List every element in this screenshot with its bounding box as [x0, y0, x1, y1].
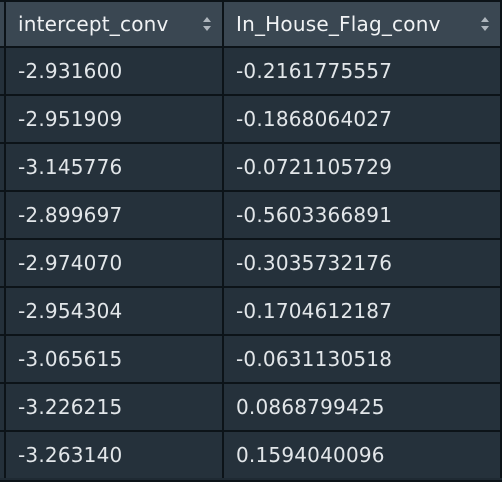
table-cell-in-house-flag-conv[interactable]: -0.0631130518 — [224, 336, 502, 382]
table-cell-intercept-conv[interactable]: -2.951909 — [6, 96, 224, 142]
table-cell-in-house-flag-conv[interactable]: -0.3035732176 — [224, 240, 502, 286]
table-cell-intercept-conv[interactable]: -3.065615 — [6, 336, 224, 382]
table-row: -2.899697 -0.5603366891 — [0, 192, 502, 240]
row-index-cell — [0, 432, 6, 478]
row-index-cell — [0, 48, 6, 94]
row-index-cell — [0, 384, 6, 430]
table-row: -3.065615 -0.0631130518 — [0, 336, 502, 384]
table-cell-in-house-flag-conv[interactable]: -0.1704612187 — [224, 288, 502, 334]
table-cell-intercept-conv[interactable]: -3.263140 — [6, 432, 224, 478]
sort-updown-icon[interactable] — [480, 16, 490, 32]
row-index-cell — [0, 240, 6, 286]
row-index-cell — [0, 336, 6, 382]
column-header-label: In_House_Flag_conv — [236, 12, 441, 36]
table-row: -2.974070 -0.3035732176 — [0, 240, 502, 288]
table-row: -3.145776 -0.0721105729 — [0, 144, 502, 192]
table-cell-in-house-flag-conv[interactable]: -0.2161775557 — [224, 48, 502, 94]
row-index-cell — [0, 288, 6, 334]
table-cell-in-house-flag-conv[interactable]: 0.0868799425 — [224, 384, 502, 430]
table-cell-in-house-flag-conv[interactable]: -0.0721105729 — [224, 144, 502, 190]
table-cell-intercept-conv[interactable]: -2.899697 — [6, 192, 224, 238]
row-index-cell — [0, 96, 6, 142]
column-header-intercept-conv[interactable]: intercept_conv — [6, 2, 224, 46]
column-header-in-house-flag-conv[interactable]: In_House_Flag_conv — [224, 2, 502, 46]
table-cell-in-house-flag-conv[interactable]: -0.1868064027 — [224, 96, 502, 142]
table-cell-intercept-conv[interactable]: -2.954304 — [6, 288, 224, 334]
table-header-row: intercept_conv In_House_Flag_conv — [0, 2, 502, 48]
row-index-header — [0, 2, 6, 46]
row-index-cell — [0, 192, 6, 238]
column-header-label: intercept_conv — [18, 12, 169, 36]
table-cell-intercept-conv[interactable]: -2.974070 — [6, 240, 224, 286]
table-row: -3.263140 0.1594040096 — [0, 432, 502, 478]
table-row: -2.931600 -0.2161775557 — [0, 48, 502, 96]
row-index-cell — [0, 144, 6, 190]
table-cell-in-house-flag-conv[interactable]: 0.1594040096 — [224, 432, 502, 478]
table-cell-intercept-conv[interactable]: -3.145776 — [6, 144, 224, 190]
table-row: -3.226215 0.0868799425 — [0, 384, 502, 432]
table-cell-intercept-conv[interactable]: -2.931600 — [6, 48, 224, 94]
sort-updown-icon[interactable] — [202, 16, 212, 32]
table-cell-in-house-flag-conv[interactable]: -0.5603366891 — [224, 192, 502, 238]
table-row: -2.954304 -0.1704612187 — [0, 288, 502, 336]
table-row: -2.951909 -0.1868064027 — [0, 96, 502, 144]
table-cell-intercept-conv[interactable]: -3.226215 — [6, 384, 224, 430]
